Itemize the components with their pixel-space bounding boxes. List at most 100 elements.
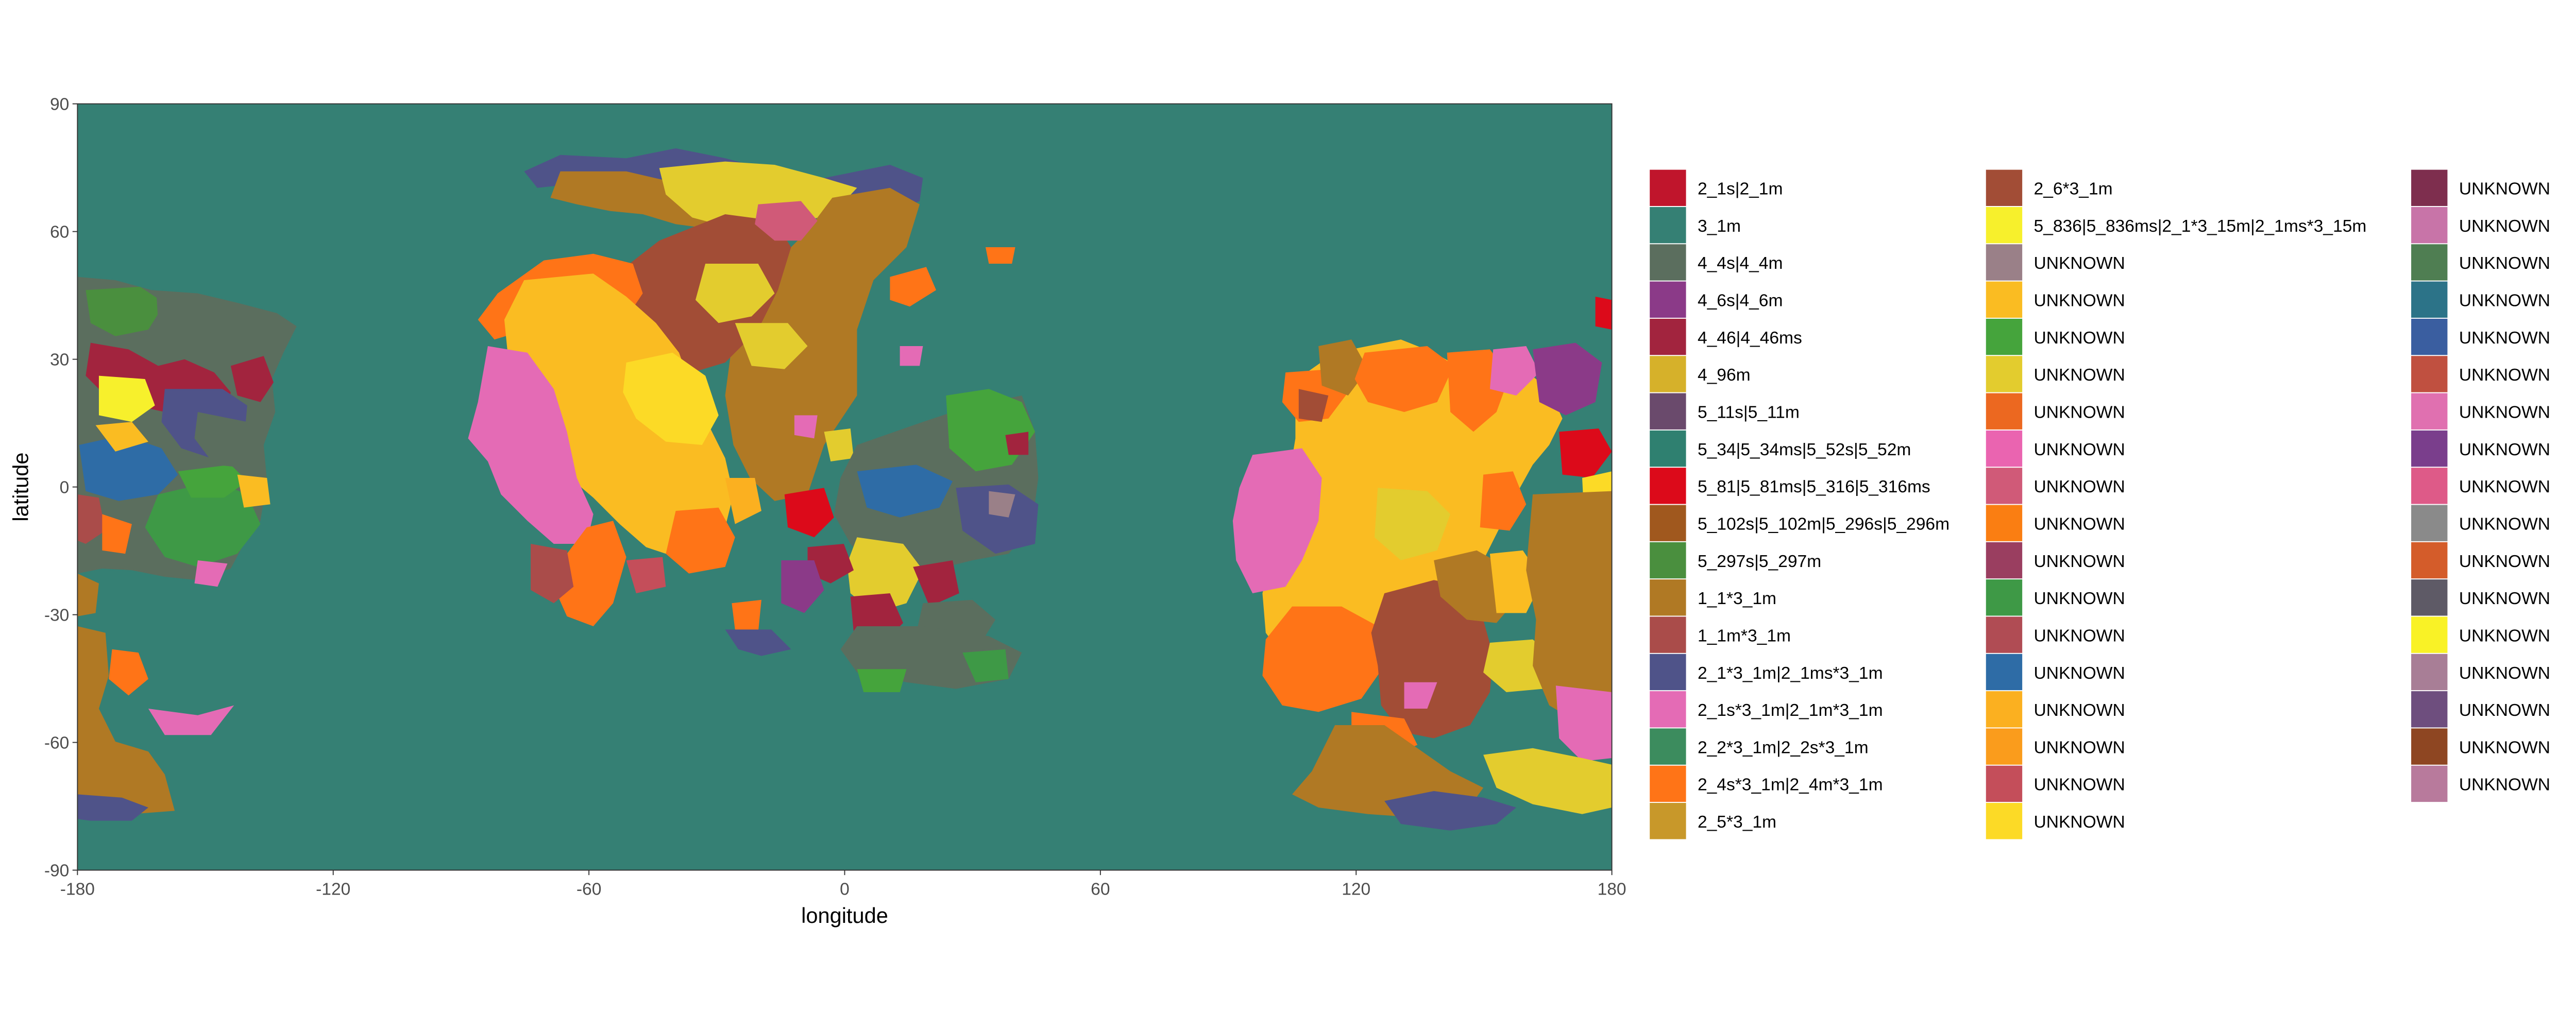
legend-key [1650,356,1686,392]
legend-label: UNKNOWN [2034,701,2125,720]
legend-label: 2_6*3_1m [2034,180,2113,199]
legend-label: 5_34|5_34ms|5_52s|5_52m [1698,440,1911,459]
legend-key [1650,579,1686,616]
legend-key [1650,691,1686,728]
legend-item: 3_1m [1650,207,1741,244]
legend-item: 5_34|5_34ms|5_52s|5_52m [1650,430,1911,467]
map-panel [77,103,1613,871]
y-tick-label: 30 [50,350,69,369]
legend-item: UNKNOWN [1986,430,2125,467]
region-central-north [468,148,1015,633]
legend-key [1986,691,2023,728]
legend-label: UNKNOWN [2459,254,2550,273]
legend-item: UNKNOWN [1986,356,2125,392]
legend-item: UNKNOWN [2411,318,2550,355]
y-tick-label: -30 [44,606,70,625]
legend-label: UNKNOWN [2459,589,2550,608]
legend-label: 4_46|4_46ms [1698,329,1802,348]
legend-item: 5_836|5_836ms|2_1*3_15m|2_1ms*3_15m [1986,207,2366,244]
x-tick-label: -180 [60,880,95,899]
legend-item: UNKNOWN [2411,393,2550,430]
y-tick-label: 0 [60,478,70,497]
legend-key [1986,169,2023,206]
legend-label: 4_96m [1698,366,1751,385]
x-axis: -180 -120 -60 0 60 120 180 [60,870,1626,899]
y-axis: -90 -60 -30 0 30 60 90 [44,95,78,880]
legend-key [1650,728,1686,765]
legend-key [2411,616,2448,653]
legend-label: UNKNOWN [2459,217,2550,236]
legend-key [1986,728,2023,765]
legend-label: UNKNOWN [2034,477,2125,496]
legend-label: UNKNOWN [2034,813,2125,832]
legend-key [1986,616,2023,653]
legend-key [2411,356,2448,392]
legend-label: UNKNOWN [2034,514,2125,534]
legend-item: UNKNOWN [2411,244,2550,281]
legend-key [2411,765,2448,802]
legend-label: UNKNOWN [2459,329,2550,348]
legend-key [1986,542,2023,579]
y-tick-label: -90 [44,861,70,880]
legend-label: UNKNOWN [2459,477,2550,496]
legend-item: UNKNOWN [1986,393,2125,430]
legend-key [2411,244,2448,281]
legend-key [1650,468,1686,504]
legend-item: 5_81|5_81ms|5_316|5_316ms [1650,468,1930,504]
legend-key [1650,542,1686,579]
legend-item: UNKNOWN [1986,468,2125,504]
legend-label: UNKNOWN [2034,366,2125,385]
legend-item: UNKNOWN [2411,654,2550,691]
legend-item: 2_1s*3_1m|2_1m*3_1m [1650,691,1883,728]
legend-item: UNKNOWN [2411,505,2550,541]
legend-label: 2_1s*3_1m|2_1m*3_1m [1698,701,1883,720]
legend-item: UNKNOWN [2411,356,2550,392]
legend-key [1986,505,2023,541]
legend-key [1650,616,1686,653]
legend-label: UNKNOWN [2459,552,2550,571]
y-axis-label: latitude [8,453,32,522]
legend-key [1650,765,1686,802]
legend-item: UNKNOWN [1986,579,2125,616]
legend-item: UNKNOWN [2411,207,2550,244]
map-regions [77,148,1612,831]
legend-label: UNKNOWN [2459,626,2550,645]
legend-key [1986,468,2023,504]
legend-item: UNKNOWN [1986,691,2125,728]
legend-label: 2_4s*3_1m|2_4m*3_1m [1698,776,1883,795]
y-tick-label: -60 [44,733,70,752]
legend-label: 5_102s|5_102m|5_296s|5_296m [1698,514,1950,534]
legend-key [1986,207,2023,244]
legend-item: 2_6*3_1m [1986,169,2113,206]
legend-item: UNKNOWN [2411,728,2550,765]
legend-label: UNKNOWN [2459,403,2550,422]
legend-item: 1_1m*3_1m [1650,616,1791,653]
legend-label: UNKNOWN [2459,776,2550,795]
legend-key [2411,169,2448,206]
legend-item: UNKNOWN [1986,616,2125,653]
x-tick-label: -120 [316,880,350,899]
legend-label: 3_1m [1698,217,1741,236]
legend-key [1650,393,1686,430]
legend-item: 2_4s*3_1m|2_4m*3_1m [1650,765,1883,802]
legend-item: 2_1*3_1m|2_1ms*3_1m [1650,654,1883,691]
legend-label: UNKNOWN [2459,664,2550,683]
legend-key [1650,654,1686,691]
legend-key [2411,207,2448,244]
legend-key [1986,356,2023,392]
legend-item: UNKNOWN [1986,505,2125,541]
legend-label: UNKNOWN [2034,440,2125,459]
legend-item: UNKNOWN [1986,728,2125,765]
legend-label: UNKNOWN [2459,366,2550,385]
region-central-equator [725,389,1039,692]
legend-label: UNKNOWN [2459,291,2550,311]
legend-key [2411,654,2448,691]
legend-item: UNKNOWN [2411,468,2550,504]
legend-item: 4_6s|4_6m [1650,281,1783,318]
x-tick-label: 120 [1342,880,1370,899]
legend-label: UNKNOWN [2459,180,2550,199]
legend-key [1650,505,1686,541]
legend-key [2411,281,2448,318]
legend-key [1986,430,2023,467]
